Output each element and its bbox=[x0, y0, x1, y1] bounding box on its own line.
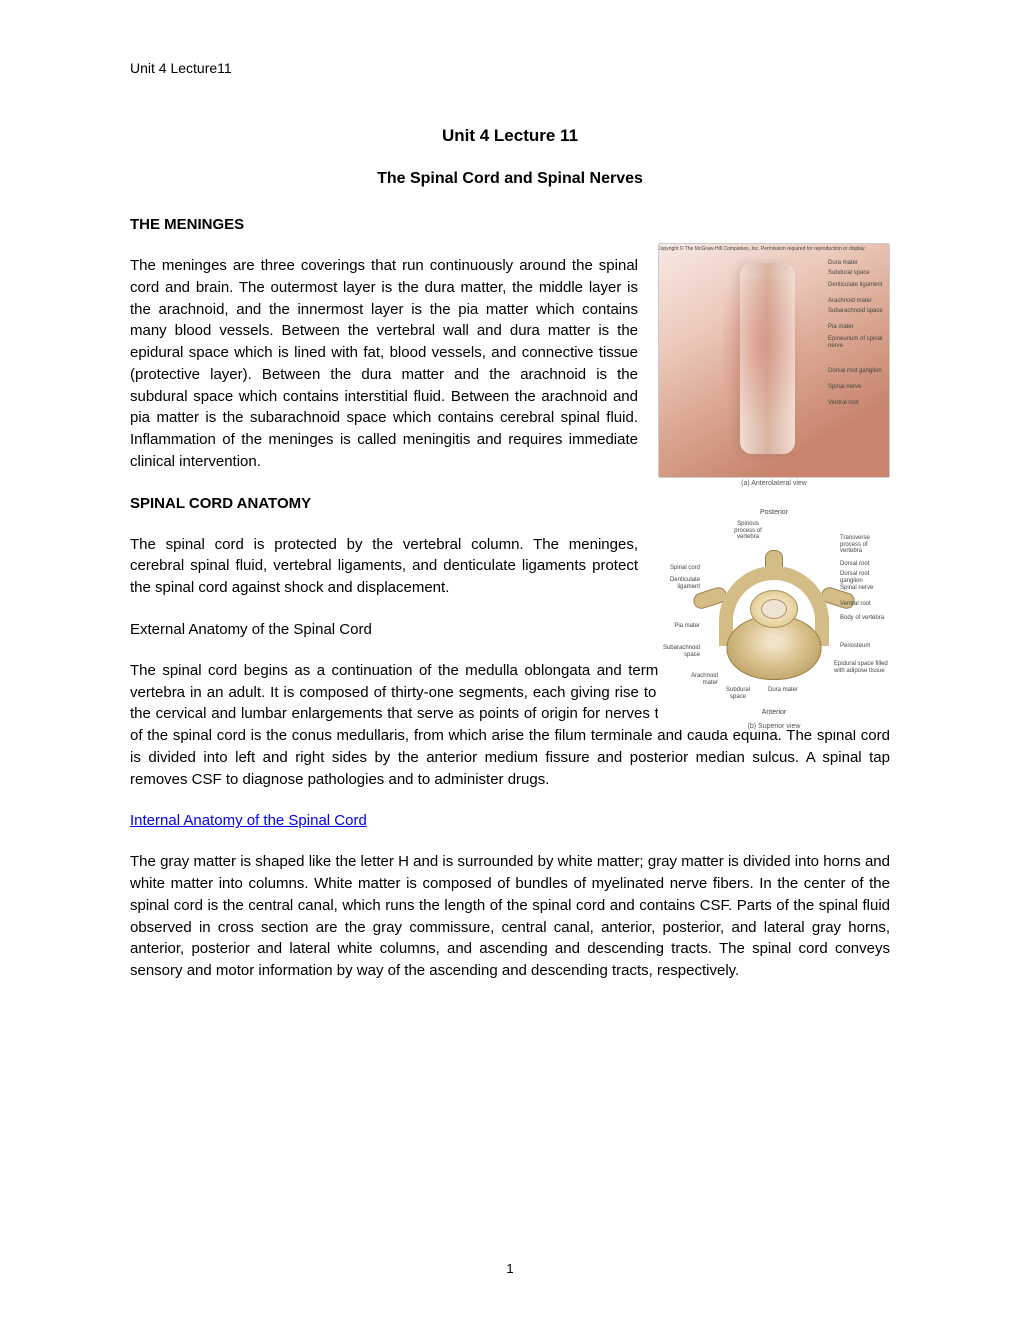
figb-label-periosteum: Periosteum bbox=[840, 643, 888, 650]
fig-label-pia: Pia mater bbox=[828, 324, 886, 331]
figb-label-arachnoid: Arachnoid mater bbox=[678, 673, 718, 686]
subheading-external: External Anatomy of the Spinal Cord bbox=[130, 621, 638, 638]
fig-label-epineurium: Epineurium of spinal nerve bbox=[828, 336, 886, 350]
page-title: Unit 4 Lecture 11 bbox=[130, 126, 890, 146]
paragraph-internal: The gray matter is shaped like the lette… bbox=[130, 851, 890, 982]
figure-top-caption: (a) Anterolateral view bbox=[658, 480, 890, 487]
figb-label-spinous: Spinous process of vertebra bbox=[728, 521, 768, 541]
page-subtitle: The Spinal Cord and Spinal Nerves bbox=[130, 170, 890, 188]
figb-label-transverse: Transverse process of vertebra bbox=[840, 535, 888, 555]
fig-label-denticulate: Denticulate ligament bbox=[828, 282, 886, 289]
link-internal-anatomy[interactable]: Internal Anatomy of the Spinal Cord bbox=[130, 812, 367, 829]
fig-label-arachnoid: Arachnoid mater bbox=[828, 298, 886, 305]
figure-superior: Posterior Spinal cord Denticulate ligame… bbox=[658, 505, 890, 730]
figb-label-drg2: Dorsal root ganglion bbox=[840, 571, 888, 584]
paragraph-meninges: The meninges are three coverings that ru… bbox=[130, 255, 638, 473]
fig-label-dura: Dura mater bbox=[828, 260, 886, 267]
fig-label-subarachnoid: Subarachnoid space bbox=[828, 308, 886, 315]
fig-label-ventral: Ventral root bbox=[828, 400, 886, 407]
fig-label-anterior: Anterior bbox=[658, 709, 890, 716]
figb-label-dura: Dura mater bbox=[768, 687, 798, 694]
figure-copyright: Copyright © The McGraw-Hill Companies, I… bbox=[658, 246, 887, 252]
figb-label-denticulate: Denticulate ligament bbox=[660, 577, 700, 590]
page-header-label: Unit 4 Lecture11 bbox=[130, 60, 890, 76]
figb-label-pia: Pia mater bbox=[660, 623, 700, 630]
section-heading-meninges: THE MENINGES bbox=[130, 216, 638, 233]
paragraph-anatomy: The spinal cord is protected by the vert… bbox=[130, 534, 638, 599]
figb-label-ventral2: Ventral root bbox=[840, 601, 888, 608]
figb-label-spinal-nerve2: Spinal nerve bbox=[840, 585, 888, 592]
page-number: 1 bbox=[0, 1261, 1020, 1276]
fig-label-spinal-nerve: Spinal nerve bbox=[828, 384, 886, 391]
spinal-cord-icon bbox=[761, 599, 787, 619]
figb-label-subarachnoid: Subarachnoid space bbox=[660, 645, 700, 658]
fig-label-drg: Dorsal root ganglion bbox=[828, 368, 886, 375]
figure-area: Copyright © The McGraw-Hill Companies, I… bbox=[658, 243, 890, 733]
figb-label-body: Body of vertebra bbox=[840, 615, 888, 622]
figb-label-spinal-cord: Spinal cord bbox=[660, 565, 700, 572]
figure-anterolateral: Copyright © The McGraw-Hill Companies, I… bbox=[658, 243, 890, 478]
vertebra-diagram bbox=[699, 548, 849, 688]
section-heading-anatomy: SPINAL CORD ANATOMY bbox=[130, 495, 638, 512]
figb-label-dorsal-root: Dorsal root bbox=[840, 561, 888, 568]
fig-label-posterior: Posterior bbox=[658, 509, 890, 516]
fig-label-subdural: Subdural space bbox=[828, 270, 886, 277]
figure-bottom-caption: (b) Superior view bbox=[658, 723, 890, 730]
spinal-canal-icon bbox=[750, 590, 798, 628]
figb-label-subdural: Subdural space bbox=[718, 687, 758, 700]
figb-label-epidural: Epidural space filled with adipose tissu… bbox=[834, 661, 888, 674]
